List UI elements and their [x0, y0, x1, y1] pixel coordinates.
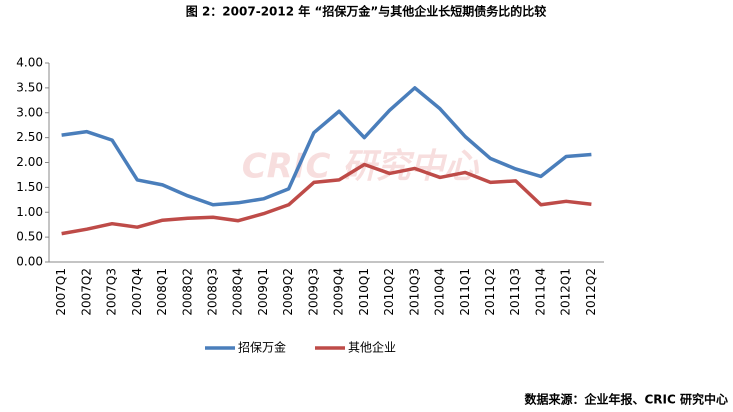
x-tick-label: 2008Q2 [180, 268, 194, 316]
y-tick-label: 3.00 [16, 105, 43, 119]
source-note: 数据来源：企业年报、CRIC 研究中心 [525, 392, 729, 407]
x-tick-label: 2008Q4 [231, 268, 245, 316]
chart-title: 图 2：2007-2012 年 “招保万金”与其他企业长短期债务比的比较 [186, 4, 546, 19]
x-tick-label: 2008Q1 [155, 268, 169, 316]
x-tick-label: 2007Q1 [54, 268, 68, 316]
x-tick-label: 2010Q1 [357, 268, 371, 316]
x-tick-label: 2012Q2 [584, 268, 598, 316]
y-tick-label: 0.50 [16, 230, 43, 244]
series-line [61, 86, 592, 207]
y-tick-label: 4.00 [16, 56, 43, 70]
x-tick-label: 2010Q2 [382, 268, 396, 316]
x-tick-label: 2010Q3 [407, 268, 421, 316]
x-tick-label: 2007Q3 [105, 268, 119, 316]
legend-label: 招保万金 [238, 340, 286, 355]
series-line [61, 162, 592, 236]
x-tick-label: 2010Q4 [433, 268, 447, 316]
y-tick-label: 3.50 [16, 80, 43, 94]
x-tick-label: 2009Q2 [281, 268, 295, 316]
x-tick-label: 2009Q1 [256, 268, 270, 316]
y-tick-label: 2.00 [16, 155, 43, 169]
y-tick-label: 0.00 [16, 255, 43, 269]
x-tick-label: 2009Q3 [306, 268, 320, 316]
x-tick-label: 2007Q2 [79, 268, 93, 316]
y-tick-label: 2.50 [16, 130, 43, 144]
y-tick-label: 1.50 [16, 180, 43, 194]
x-tick-label: 2008Q3 [205, 268, 219, 316]
x-tick-label: 2011Q3 [508, 268, 522, 316]
legend-label: 其他企业 [348, 340, 396, 355]
x-tick-label: 2007Q4 [130, 268, 144, 316]
x-tick-label: 2009Q4 [332, 268, 346, 316]
x-tick-label: 2011Q4 [533, 268, 547, 316]
x-tick-label: 2011Q1 [458, 268, 472, 316]
x-tick-label: 2011Q2 [483, 268, 497, 316]
x-tick-label: 2012Q1 [559, 268, 573, 316]
y-tick-label: 1.00 [16, 205, 43, 219]
